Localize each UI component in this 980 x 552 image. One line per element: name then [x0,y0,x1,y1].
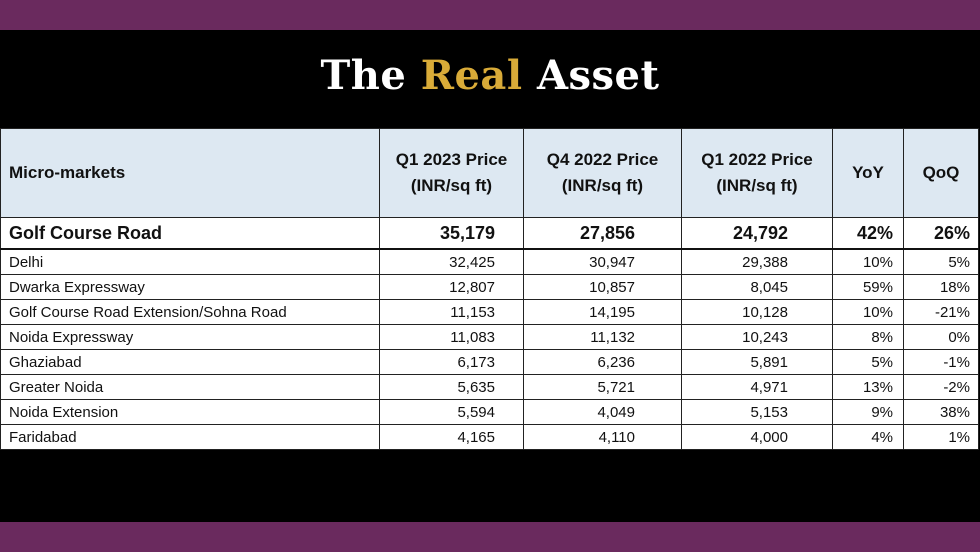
table-cell-yoy: 10% [832,299,904,325]
table-cell-q1-2022: 29,388 [681,248,833,275]
table-cell-q1-2022: 8,045 [681,274,833,300]
col-header-q4-2022: Q4 2022 Price (INR/sq ft) [523,128,682,218]
table-cell-name: Noida Extension [0,399,380,425]
table-cell-yoy: 13% [832,374,904,400]
table-cell-qoq: 5% [903,248,979,275]
table-cell-q1-2022: 10,243 [681,324,833,350]
table-cell-q4-2022: 10,857 [523,274,682,300]
table-cell-name: Golf Course Road Extension/Sohna Road [0,299,380,325]
table-cell-yoy: 9% [832,399,904,425]
table-cell-q4-2022: 4,049 [523,399,682,425]
table-header-row: Micro-markets Q1 2023 Price (INR/sq ft) … [0,128,979,218]
table-cell-qoq: 1% [903,424,979,450]
title-word-asset: Asset [536,52,660,99]
table-cell-q1-2023: 11,153 [379,299,524,325]
top-band [0,0,980,30]
table-cell-yoy: 8% [832,324,904,350]
table-cell-q1-2022: 5,153 [681,399,833,425]
table-cell-qoq: -2% [903,374,979,400]
table-cell-q4-2022: 6,236 [523,349,682,375]
title-word-real: Real [420,52,523,99]
table-cell-name: Greater Noida [0,374,380,400]
table-row: Dwarka Expressway 12,807 10,857 8,045 59… [0,274,979,300]
table-cell-qoq: 0% [903,324,979,350]
table-cell-q4-2022: 30,947 [523,248,682,275]
col-header-micro-markets: Micro-markets [0,128,380,218]
col-header-q1-2023: Q1 2023 Price (INR/sq ft) [379,128,524,218]
table-cell-q1-2022: 10,128 [681,299,833,325]
table-cell-q1-2023: 5,594 [379,399,524,425]
table-cell-q1-2022: 4,971 [681,374,833,400]
table-cell-qoq: 26% [903,217,979,250]
table-cell-yoy: 59% [832,274,904,300]
table-cell-q4-2022: 5,721 [523,374,682,400]
table-cell-q1-2022: 4,000 [681,424,833,450]
table-cell-name: Faridabad [0,424,380,450]
table-cell-name: Dwarka Expressway [0,274,380,300]
bottom-band [0,522,980,552]
table-row: Noida Extension 5,594 4,049 5,153 9% 38% [0,399,979,425]
table-row: Delhi 32,425 30,947 29,388 10% 5% [0,248,979,275]
table-row: Greater Noida 5,635 5,721 4,971 13% -2% [0,374,979,400]
table-cell-q1-2023: 11,083 [379,324,524,350]
table-cell-qoq: 38% [903,399,979,425]
table-cell-q4-2022: 27,856 [523,217,682,250]
price-table: Micro-markets Q1 2023 Price (INR/sq ft) … [0,128,979,450]
table-cell-yoy: 42% [832,217,904,250]
table-row: Faridabad 4,165 4,110 4,000 4% 1% [0,424,979,450]
table-row: Ghaziabad 6,173 6,236 5,891 5% -1% [0,349,979,375]
col-header-yoy: YoY [832,128,904,218]
table-cell-q1-2023: 5,635 [379,374,524,400]
table-cell-qoq: 18% [903,274,979,300]
table-cell-q1-2023: 4,165 [379,424,524,450]
table-cell-q1-2023: 6,173 [379,349,524,375]
table-cell-q1-2023: 32,425 [379,248,524,275]
table-cell-yoy: 5% [832,349,904,375]
table-cell-q1-2022: 5,891 [681,349,833,375]
title-word-the: The [320,52,407,99]
table-cell-name: Delhi [0,248,380,275]
table-cell-q4-2022: 11,132 [523,324,682,350]
table-row: Noida Expressway 11,083 11,132 10,243 8%… [0,324,979,350]
table-row: Golf Course Road Extension/Sohna Road 11… [0,299,979,325]
table-cell-qoq: -1% [903,349,979,375]
table-cell-q1-2023: 12,807 [379,274,524,300]
page-title: The Real Asset [0,52,980,99]
table-cell-name: Ghaziabad [0,349,380,375]
col-header-qoq: QoQ [903,128,979,218]
table-cell-yoy: 4% [832,424,904,450]
col-header-q1-2022: Q1 2022 Price (INR/sq ft) [681,128,833,218]
table-cell-qoq: -21% [903,299,979,325]
table-cell-q4-2022: 14,195 [523,299,682,325]
table-cell-q1-2022: 24,792 [681,217,833,250]
table-cell-yoy: 10% [832,248,904,275]
table-cell-name: Noida Expressway [0,324,380,350]
table-row-highlight: Golf Course Road 35,179 27,856 24,792 42… [0,217,979,250]
table-cell-q4-2022: 4,110 [523,424,682,450]
table-cell-q1-2023: 35,179 [379,217,524,250]
table-cell-name: Golf Course Road [0,217,380,250]
